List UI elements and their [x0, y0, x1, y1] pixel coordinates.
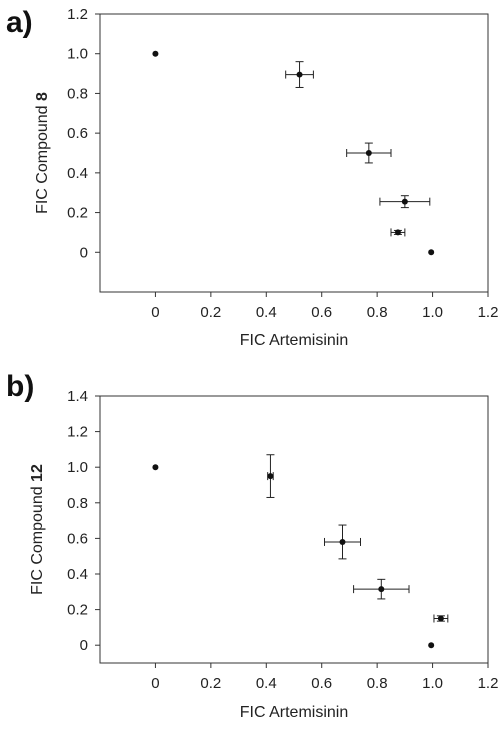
y-tick-label: 0.2: [67, 602, 88, 619]
data-point: [152, 464, 159, 471]
y-tick-label: 0.6: [67, 125, 88, 142]
x-tick-label: 0: [151, 675, 159, 692]
data-point: [428, 249, 435, 256]
x-tick-label: 0.6: [311, 675, 332, 692]
panel-label-a: a): [6, 6, 33, 39]
data-point: [296, 71, 303, 78]
y-tick-label: 0: [80, 637, 88, 654]
data-point: [401, 198, 408, 205]
y-tick-label: 1.0: [67, 459, 88, 476]
x-tick-label: 0.6: [311, 304, 332, 321]
x-tick-label: 0.2: [200, 675, 221, 692]
y-tick-label: 0.6: [67, 530, 88, 547]
x-tick-label: 1.0: [422, 675, 443, 692]
chart-a: 0 0.2 0.4 0.6 0.8 1.0 1.2 0 0.2 0.4 0.6 0.8 1.0 1.2 FI…: [34, 6, 499, 349]
y-tick-label: 0: [80, 244, 88, 261]
y-axis-label: FIC Compound 12: [29, 464, 46, 595]
x-axis-label: FIC Artemisinin: [240, 704, 348, 721]
y-tick-label: 0.2: [67, 205, 88, 222]
chart-panel-a: a) 0 0.2 0.4 0.6 0.8 1.0 1.2 0 0.2 0.4 0.6 0.8 1.0 1.…: [0, 0, 502, 362]
x-tick-label: 0: [151, 304, 159, 321]
y-tick-label: 1.2: [67, 6, 88, 23]
x-tick-label: 0.4: [256, 675, 277, 692]
x-tick-label: 0.8: [367, 675, 388, 692]
x-tick-label: 0.8: [367, 304, 388, 321]
x-tick-label: 0.2: [200, 304, 221, 321]
y-tick-label: 0.8: [67, 85, 88, 102]
data-point: [267, 473, 274, 480]
chart-panel-b: b) 0 0.2 0.4 0.6 0.8 1.0 1.2 0 0.2 0.4 0.6 0.8 1.0 1.…: [0, 362, 502, 724]
plot-frame: [99, 395, 489, 664]
y-tick-label: 0.4: [67, 165, 88, 182]
data-point: [437, 615, 444, 622]
y-tick-label: 1.2: [67, 424, 88, 441]
x-tick-label: 1.2: [478, 304, 499, 321]
y-tick-label: 0.4: [67, 566, 88, 583]
y-tick-label: 0.8: [67, 495, 88, 512]
x-tick-label: 1.2: [478, 675, 499, 692]
data-point: [152, 50, 159, 57]
x-tick-label: 0.4: [256, 304, 277, 321]
data-point: [378, 586, 385, 593]
chart-b: 0 0.2 0.4 0.6 0.8 1.0 1.2 0 0.2 0.4 0.6 0.8 1.0 1.2 1.…: [29, 388, 499, 721]
x-tick-label: 1.0: [422, 304, 443, 321]
data-point: [428, 642, 435, 649]
plot-frame: [99, 13, 489, 293]
y-axis-label: FIC Compound 8: [34, 92, 51, 214]
x-axis-label: FIC Artemisinin: [240, 332, 348, 349]
data-point: [394, 229, 401, 236]
y-tick-label: 1.4: [67, 388, 88, 405]
data-point: [339, 538, 346, 545]
y-tick-label: 1.0: [67, 46, 88, 63]
data-point: [365, 150, 372, 156]
panel-label-b: b): [6, 370, 35, 403]
